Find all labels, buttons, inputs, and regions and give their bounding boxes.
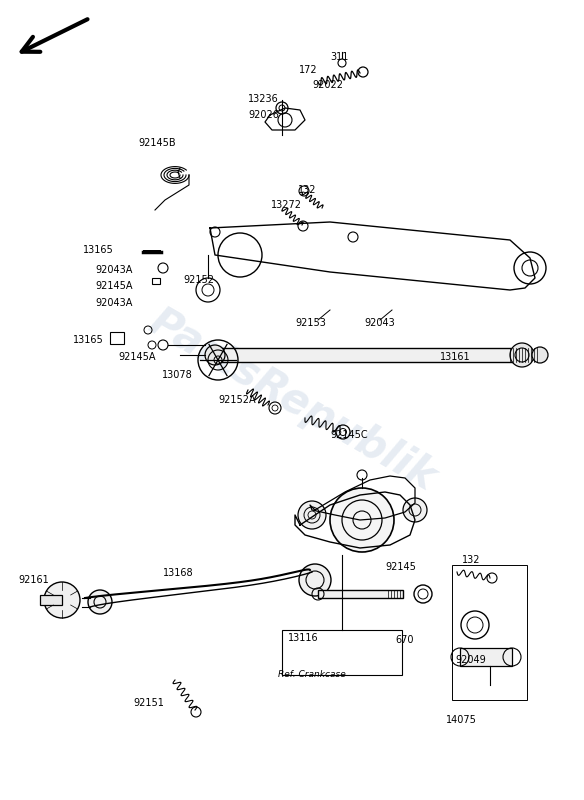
Text: 92152: 92152 [183,275,214,285]
Text: 92043A: 92043A [95,265,133,275]
Text: 92043: 92043 [364,318,395,328]
Text: 92161: 92161 [18,575,48,585]
Bar [452,565,527,700]
Text: 13168: 13168 [163,568,194,578]
Circle shape [510,343,534,367]
Text: 172: 172 [299,65,318,75]
Text: 13116: 13116 [288,633,319,643]
Bar [318,590,403,598]
Text: 670: 670 [395,635,413,645]
Text: PartsRepublik: PartsRepublik [141,301,443,499]
Text: 13236: 13236 [248,94,279,104]
Bar [460,648,512,666]
Text: Ref. Crankcase: Ref. Crankcase [278,670,346,679]
Text: 92145A: 92145A [95,281,133,291]
Bar [110,332,124,344]
Bar [40,595,62,605]
Text: 92145C: 92145C [330,430,367,440]
Text: 13165: 13165 [73,335,104,345]
Text: 13078: 13078 [162,370,193,380]
Circle shape [330,488,394,552]
Bar [282,630,402,675]
Text: 311: 311 [330,52,349,62]
Circle shape [298,501,326,529]
Text: 92145A: 92145A [118,352,155,362]
Text: 92152A: 92152A [218,395,256,405]
Text: 92043A: 92043A [95,298,133,308]
Circle shape [532,347,548,363]
Circle shape [403,498,427,522]
Text: 92026: 92026 [248,110,279,120]
Text: 92145: 92145 [385,562,416,572]
Bar [215,348,525,362]
Text: 13165: 13165 [83,245,114,255]
Text: 14075: 14075 [446,715,477,725]
Text: 92049: 92049 [455,655,486,665]
Text: 92022: 92022 [312,80,343,90]
Circle shape [205,345,225,365]
Bar [152,278,160,284]
Circle shape [44,582,80,618]
Text: 13272: 13272 [271,200,302,210]
Text: 92151: 92151 [133,698,164,708]
Circle shape [299,564,331,596]
FancyArrow shape [143,250,161,254]
Circle shape [88,590,112,614]
Text: 92153: 92153 [295,318,326,328]
Text: 92145B: 92145B [138,138,176,148]
Text: 132: 132 [462,555,481,565]
Text: 132: 132 [298,185,317,195]
Text: 13161: 13161 [440,352,471,362]
